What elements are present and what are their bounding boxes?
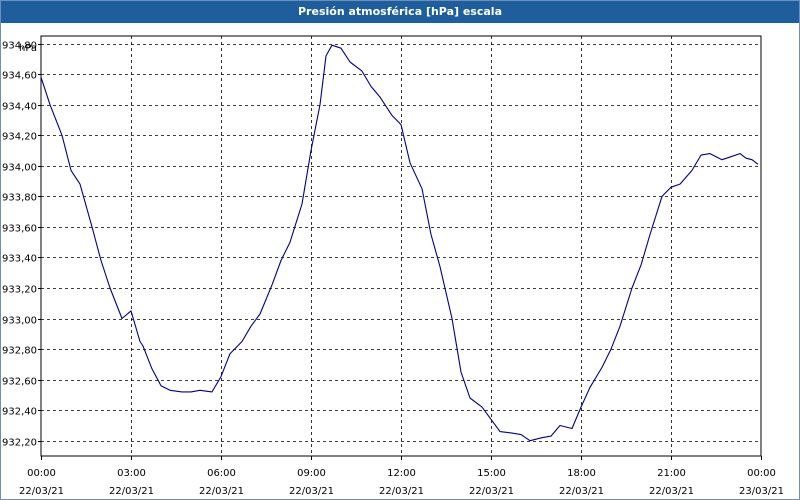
y-tick-label: 934,80 <box>2 41 37 52</box>
y-tick-label: 932,40 <box>2 407 37 418</box>
x-tick-date-label: 22/03/21 <box>559 486 604 497</box>
x-tick-time-label: 12:00 <box>387 468 416 479</box>
x-tick-date-label: 22/03/21 <box>199 486 244 497</box>
y-tick-label: 933,60 <box>2 224 37 235</box>
x-tick-date-label: 22/03/21 <box>469 486 514 497</box>
y-tick-label: 933,80 <box>2 193 37 204</box>
x-tick-time-label: 03:00 <box>117 468 146 479</box>
y-tick-label: 933,20 <box>2 285 37 296</box>
x-tick-time-label: 00:00 <box>747 468 776 479</box>
y-tick-label: 934,00 <box>2 163 37 174</box>
x-tick-date-label: 22/03/21 <box>649 486 694 497</box>
y-tick-label: 933,00 <box>2 316 37 327</box>
y-tick-label: 934,60 <box>2 71 37 82</box>
x-tick-time-label: 15:00 <box>477 468 506 479</box>
y-axis-label: hPa <box>19 43 37 54</box>
x-tick-time-label: 18:00 <box>567 468 596 479</box>
y-tick-label: 933,40 <box>2 254 37 265</box>
chart-title: Presión atmosférica [hPa] escala <box>1 1 799 23</box>
pressure-series-line <box>40 44 759 442</box>
y-tick-label: 934,20 <box>2 132 37 143</box>
x-tick-date-label: 22/03/21 <box>379 486 424 497</box>
y-tick-label: 932,60 <box>2 377 37 388</box>
x-tick-date-label: 23/03/21 <box>739 486 784 497</box>
y-tick-label: 934,40 <box>2 102 37 113</box>
x-tick-time-label: 06:00 <box>207 468 236 479</box>
x-tick-time-label: 09:00 <box>297 468 326 479</box>
plot-area <box>40 35 762 457</box>
x-tick-time-label: 21:00 <box>657 468 686 479</box>
y-tick-label: 932,20 <box>2 438 37 449</box>
x-tick-date-label: 22/03/21 <box>289 486 334 497</box>
x-tick-date-label: 22/03/21 <box>19 486 64 497</box>
x-tick-date-label: 22/03/21 <box>109 486 154 497</box>
x-tick-time-label: 00:00 <box>27 468 56 479</box>
y-tick-label: 932,80 <box>2 346 37 357</box>
